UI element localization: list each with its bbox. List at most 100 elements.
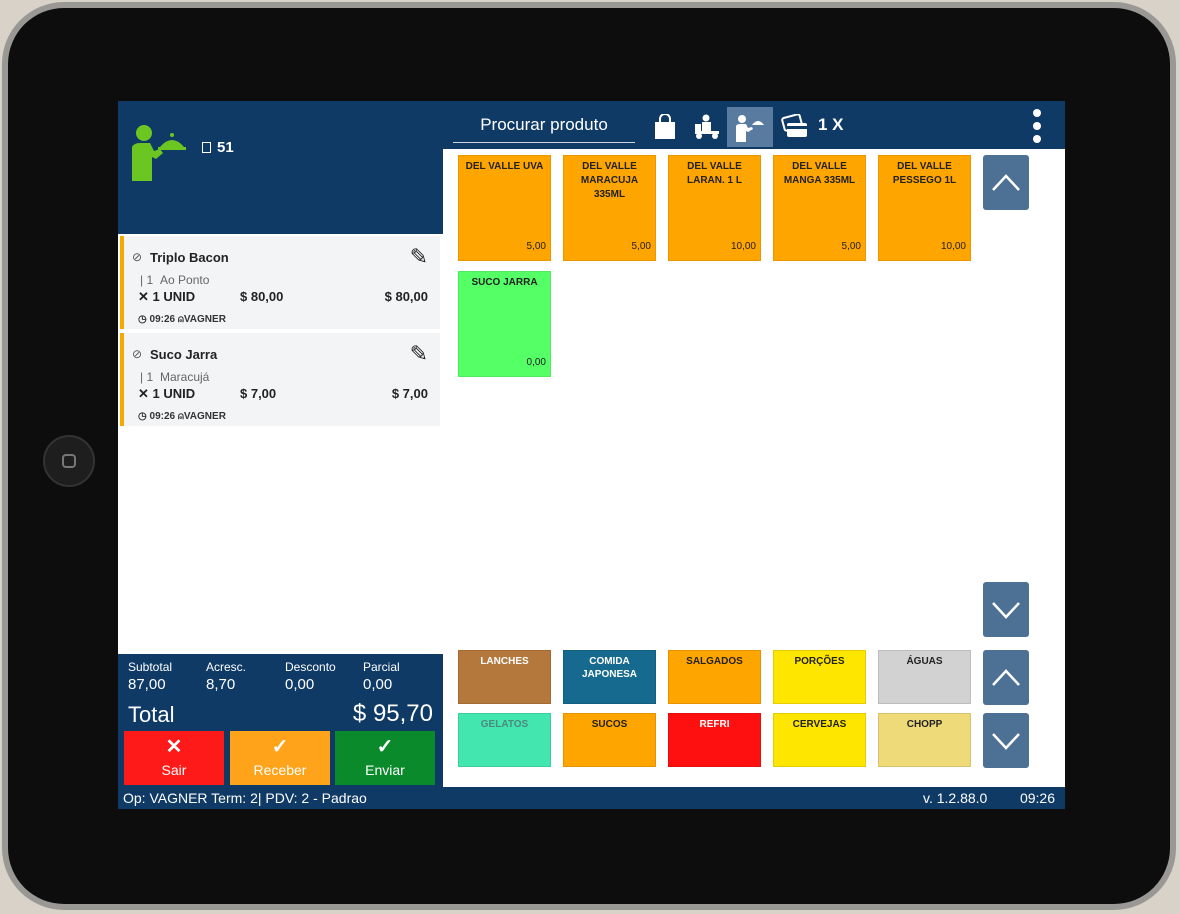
enviar-label: Enviar (365, 762, 405, 778)
sair-label: Sair (161, 762, 187, 778)
card-icon[interactable] (775, 109, 815, 143)
home-button[interactable] (43, 435, 95, 487)
quantity-multiplier[interactable]: 1 X (818, 115, 844, 134)
category-name: CERVEJAS (792, 719, 847, 730)
edit-icon[interactable]: ✎ (409, 341, 428, 366)
item-unit-price: $ 80,00 (240, 289, 284, 304)
product-tile[interactable]: SUCO JARRA 0,00 (458, 271, 551, 377)
item-total: $ 80,00 (384, 289, 428, 304)
modifier-name: Maracujá (160, 370, 210, 384)
category-name: CHOPP (906, 719, 943, 730)
acresc: Acresc. 8,70 (206, 660, 246, 693)
waiter-mode-icon[interactable] (727, 107, 773, 147)
item-name: Triplo Bacon (150, 250, 229, 265)
item-name: Suco Jarra (150, 347, 218, 362)
parcial-label: Parcial (363, 660, 400, 674)
category-name: LANCHES (480, 656, 529, 667)
modifier-qty: | 1 (140, 273, 154, 287)
status-bar: Op: VAGNER Term: 2| PDV: 2 - Padrao v. 1… (118, 787, 1065, 809)
order-header: 51 (118, 101, 443, 234)
operator-info: Op: VAGNER Term: 2| PDV: 2 - Padrao (123, 790, 367, 806)
item-time: 09:26 (149, 314, 176, 325)
category-tile[interactable]: ÁGUAS (878, 650, 971, 704)
top-toolbar: Procurar produto 1 X (443, 101, 1065, 149)
product-tile[interactable]: DEL VALLE MARACUJA 335ML 5,00 (563, 155, 656, 261)
item-modifier: | 1 Ao Ponto (140, 273, 209, 287)
parcial: Parcial 0,00 (363, 660, 400, 693)
category-tile[interactable]: COMIDA JAPONESA (563, 650, 656, 704)
acresc-label: Acresc. (206, 660, 247, 674)
shopping-bag-icon[interactable] (645, 109, 685, 143)
clock-icon: ◷ (138, 411, 147, 422)
check-icon: ✓ (271, 736, 289, 758)
categories-scroll-down-button[interactable] (983, 713, 1029, 768)
product-tile[interactable]: DEL VALLE UVA 5,00 (458, 155, 551, 261)
category-tile[interactable]: CERVEJAS (773, 713, 866, 767)
products-scroll-up-button[interactable] (983, 155, 1029, 210)
chevron-up-icon (992, 174, 1020, 191)
clock-icon: ◷ (138, 314, 147, 325)
item-meta: ◷ 09:26 ⍝VAGNER (138, 314, 226, 325)
category-tile[interactable]: REFRI (668, 713, 761, 767)
modifier-name: Ao Ponto (160, 273, 210, 287)
product-name: DEL VALLE PESSEGO 1L (892, 161, 957, 186)
close-icon: ✕ (165, 736, 183, 758)
order-item[interactable]: ⊘ Suco Jarra ✎ | 1 Maracujá ✕ 1 UNID $ 7,… (120, 333, 440, 426)
item-unit-price: $ 7,00 (240, 386, 277, 401)
product-name: DEL VALLE LARAN. 1 L (687, 161, 742, 186)
category-tile[interactable]: CHOPP (878, 713, 971, 767)
desconto-value: 0,00 (285, 676, 315, 693)
enviar-button[interactable]: ✓ Enviar (335, 731, 435, 785)
item-user: VAGNER (183, 314, 226, 325)
subtotal: Subtotal 87,00 (128, 660, 172, 693)
delivery-icon[interactable] (687, 109, 727, 143)
pos-screen: 51 ⊘ Triplo Bacon ✎ | 1 Ao Ponto ✕ 1 UNID… (118, 101, 1065, 809)
category-tile[interactable]: GELATOS (458, 713, 551, 767)
item-modifier: | 1 Maracujá (140, 370, 209, 384)
clock-time: 09:26 (1019, 790, 1055, 806)
check-icon: ✓ (376, 736, 394, 758)
subtotal-value: 87,00 (128, 676, 166, 693)
order-item[interactable]: ⊘ Triplo Bacon ✎ | 1 Ao Ponto ✕ 1 UNID $ … (120, 236, 440, 329)
search-input[interactable]: Procurar produto (453, 115, 635, 143)
waiter-icon (132, 125, 186, 181)
product-name: DEL VALLE MARACUJA 335ML (580, 161, 639, 200)
product-tile[interactable]: DEL VALLE MANGA 335ML 5,00 (773, 155, 866, 261)
product-tile[interactable]: DEL VALLE LARAN. 1 L 10,00 (668, 155, 761, 261)
total-label: Total (128, 702, 175, 727)
item-qty: ✕ 1 UNID (138, 386, 196, 401)
chevron-down-icon (992, 602, 1020, 619)
parcial-value: 0,00 (363, 676, 393, 693)
more-menu-icon[interactable] (1033, 109, 1041, 148)
desconto: Desconto 0,00 (285, 660, 336, 693)
no-print-icon: ⊘ (132, 347, 143, 361)
chevron-down-icon (992, 733, 1020, 750)
edit-icon[interactable]: ✎ (409, 244, 428, 269)
item-total: $ 7,00 (391, 386, 428, 401)
category-tile[interactable]: SALGADOS (668, 650, 761, 704)
category-name: ÁGUAS (906, 656, 943, 667)
item-meta: ◷ 09:26 ⍝VAGNER (138, 411, 226, 422)
category-tile[interactable]: LANCHES (458, 650, 551, 704)
product-tile[interactable]: DEL VALLE PESSEGO 1L 10,00 (878, 155, 971, 261)
product-name: DEL VALLE MANGA 335ML (783, 161, 856, 186)
table-number-value: 51 (217, 139, 234, 156)
table-icon (202, 142, 211, 153)
category-name: SUCOS (591, 719, 628, 730)
categories-scroll-up-button[interactable] (983, 650, 1029, 705)
receber-button[interactable]: ✓ Receber (230, 731, 330, 785)
product-price: 10,00 (730, 241, 756, 252)
category-tile[interactable]: SUCOS (563, 713, 656, 767)
category-name: SALGADOS (686, 656, 743, 667)
product-name: SUCO JARRA (471, 277, 538, 288)
product-name: DEL VALLE UVA (465, 161, 544, 172)
no-print-icon: ⊘ (132, 250, 143, 264)
order-items-list: ⊘ Triplo Bacon ✎ | 1 Ao Ponto ✕ 1 UNID $ … (118, 234, 443, 654)
totals-panel: Subtotal 87,00 Acresc. 8,70 Desconto 0,00 P… (118, 654, 443, 787)
user-icon: ⍝ (177, 411, 184, 422)
category-name: PORÇÕES (794, 656, 845, 667)
products-scroll-down-button[interactable] (983, 582, 1029, 637)
sair-button[interactable]: ✕ Sair (124, 731, 224, 785)
category-tile[interactable]: PORÇÕES (773, 650, 866, 704)
user-icon: ⍝ (177, 314, 184, 325)
